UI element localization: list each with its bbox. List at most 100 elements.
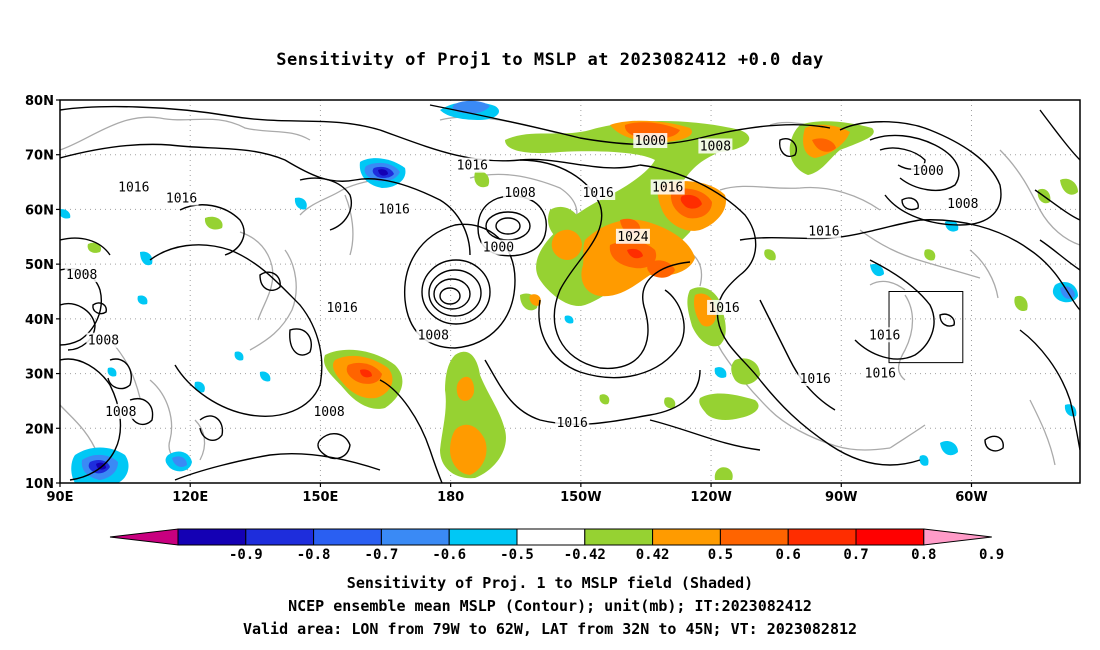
colorbar-label: 0.9: [979, 547, 1004, 563]
colorbar-segment: [787, 528, 857, 546]
contour-label-bg: [650, 179, 685, 195]
contour-label: 1016: [326, 301, 357, 316]
colorbar-label: -0.5: [500, 547, 534, 563]
caption-line-3: Valid area: LON from 79W to 62W, LAT fro…: [242, 620, 858, 638]
lon-label: 90E: [47, 490, 74, 505]
colorbar: -0.9 -0.8 -0.7 -0.6 -0.5 -0.42 0.42 0.5 0.6 0.7 0.…: [109, 528, 1004, 563]
colorbar-segment: [313, 528, 382, 546]
lon-label: 60W: [955, 490, 987, 505]
contour-label-bg: [481, 239, 516, 255]
contour-label-bg: [116, 179, 151, 195]
contour-label: 1000: [912, 164, 943, 179]
contour-label-bg: [911, 163, 946, 179]
colorbar-label: 0.8: [911, 547, 936, 563]
lat-label: 10N: [25, 477, 54, 492]
colorbar-segment: [177, 528, 247, 546]
contour-label: 1008: [504, 186, 535, 201]
contour-label: 1008: [418, 328, 449, 343]
valid-area-box: [888, 291, 964, 364]
contour-label: 1008: [313, 405, 344, 420]
lon-label: 150W: [560, 490, 601, 505]
contour-label: 1016: [583, 186, 614, 201]
colorbar-high-extend: [923, 528, 992, 546]
lat-label: 30N: [25, 368, 54, 383]
contour-labels: 1000 1008 1000 1008 1016 1016 1016 1016 1008 1016…: [64, 133, 980, 431]
colorbar-label: -0.7: [365, 547, 399, 563]
contour-label: 1008: [88, 334, 119, 349]
contour-label: 1008: [105, 405, 136, 420]
contour-label: 1008: [947, 197, 978, 212]
contour-label-bg: [416, 327, 451, 343]
map-title: Sensitivity of Proj1 to MSLP at 20230824…: [276, 50, 824, 70]
contour-label-bg: [86, 332, 121, 348]
map-frame: [59, 99, 1081, 484]
contour-label-bg: [633, 133, 668, 149]
contour-label-bg: [945, 195, 980, 211]
lat-label: 20N: [25, 422, 54, 437]
colorbar-segment: [719, 528, 789, 546]
lon-label: 120W: [690, 490, 731, 505]
lon-label: 90W: [825, 490, 857, 505]
contour-label-bg: [503, 185, 538, 201]
contour-label: 1024: [617, 230, 648, 245]
colorbar-label: 0.42: [636, 547, 670, 563]
contour-label: 1016: [557, 416, 588, 431]
contour-label: 1016: [708, 301, 739, 316]
lon-label: 120E: [172, 490, 208, 505]
contour-label-bg: [867, 327, 902, 343]
contour-label-bg: [615, 228, 650, 244]
colorbar-segment: [855, 528, 925, 546]
colorbar-label: -0.42: [564, 547, 606, 563]
contour-label-bg: [555, 414, 590, 430]
lat-label: 80N: [25, 94, 54, 109]
contour-label-bg: [164, 190, 199, 206]
contour-label: 1016: [800, 372, 831, 387]
contour-label: 1000: [483, 241, 514, 256]
contour-label-bg: [863, 365, 898, 381]
contour-label: 1016: [457, 159, 488, 174]
contour-label-bg: [455, 157, 490, 173]
contour-label: 1016: [865, 367, 896, 382]
contour-label-bg: [312, 403, 347, 419]
lat-label: 40N: [25, 313, 54, 328]
contour-label: 1000: [635, 134, 666, 149]
lat-label: 60N: [25, 203, 54, 218]
latitude-axis: 80N 70N 60N 50N 40N 30N 20N 10N: [25, 94, 60, 492]
lat-label: 70N: [25, 149, 54, 164]
longitude-axis: 90E 120E 150E 180 150W 120W 90W 60W: [47, 483, 988, 505]
colorbar-segment: [584, 528, 654, 546]
colorbar-label: 0.6: [776, 547, 801, 563]
contour-label: 1016: [808, 224, 839, 239]
colorbar-low-extend: [109, 528, 179, 546]
contour-label-bg: [707, 299, 742, 315]
contour-label-bg: [64, 267, 99, 283]
colorbar-label: 0.7: [843, 547, 868, 563]
lat-label: 50N: [25, 258, 54, 273]
caption-line-2: NCEP ensemble mean MSLP (Contour); unit(…: [288, 597, 812, 615]
contour-label: 1016: [166, 191, 197, 206]
colorbar-segment: [516, 528, 586, 546]
colorbar-segment: [448, 528, 518, 546]
lon-label: 150E: [302, 490, 338, 505]
contour-label: 1016: [118, 181, 149, 196]
mslp-contours: [60, 104, 1080, 483]
colorbar-label: -0.6: [432, 547, 466, 563]
contour-label-bg: [377, 201, 412, 217]
contour-label: 1008: [700, 140, 731, 155]
colorbar-segment: [380, 528, 450, 546]
contour-label-bg: [806, 223, 841, 239]
colorbar-label: -0.9: [229, 547, 263, 563]
contour-label-bg: [103, 403, 138, 419]
contour-label: 1008: [66, 268, 97, 283]
colorbar-label: 0.5: [708, 547, 733, 563]
lon-label: 180: [437, 490, 464, 505]
contour-label-bg: [325, 299, 360, 315]
contour-label: 1016: [379, 202, 410, 217]
contour-label-bg: [581, 185, 616, 201]
colorbar-label: -0.8: [297, 547, 331, 563]
colorbar-segment: [245, 528, 315, 546]
colorbar-segment: [652, 528, 721, 546]
contour-label-bg: [798, 371, 833, 387]
contour-label: 1016: [869, 328, 900, 343]
